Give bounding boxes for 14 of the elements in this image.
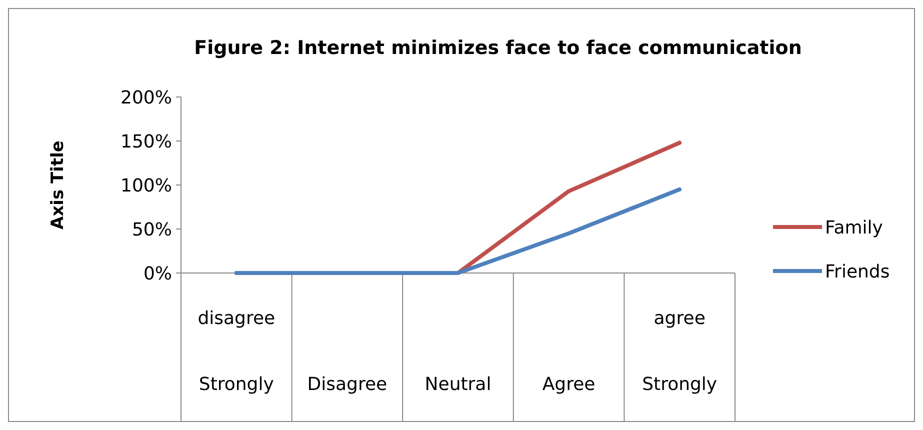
- category-label: agree Strongly: [642, 308, 718, 395]
- y-tick-label: 200%: [120, 87, 172, 108]
- y-tick-label: 50%: [132, 219, 172, 240]
- y-tick-label: 100%: [120, 175, 172, 196]
- y-tick-label: 150%: [120, 131, 172, 152]
- chart-title: Figure 2: Internet minimizes face to face communication: [194, 37, 802, 59]
- x-tick-label: Disagree: [307, 374, 388, 395]
- legend-label: Friends: [825, 261, 890, 282]
- legend-label: Family: [825, 217, 884, 238]
- y-axis-title: Axis Title: [48, 140, 68, 230]
- x-tick-label: Neutral: [424, 374, 492, 395]
- x-tick-label: Agree: [542, 374, 596, 395]
- y-tick-label: 0%: [143, 263, 172, 284]
- category-label: disagree Strongly: [198, 308, 276, 395]
